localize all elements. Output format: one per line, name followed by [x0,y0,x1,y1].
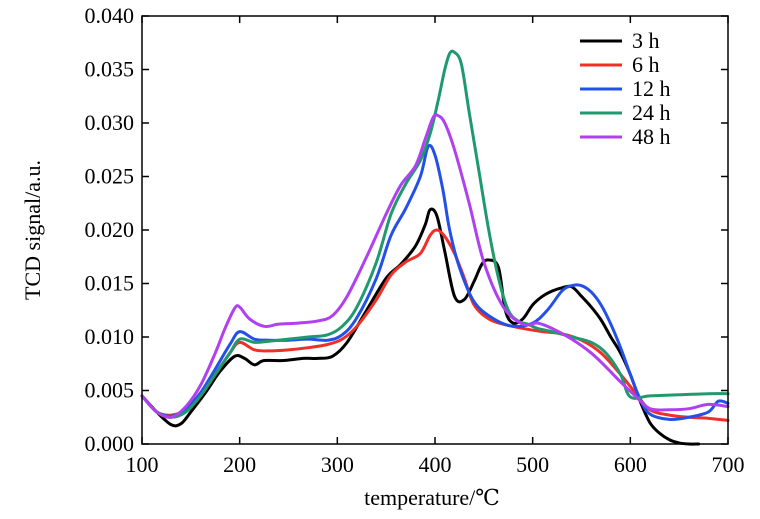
legend: 3 h6 h12 h24 h48 h [580,28,671,149]
y-axis: 0.000 0.005 0.010 0.015 0.020 0.025 0.030 0.035… [85,3,728,456]
x-tick-label: 700 [712,452,745,477]
y-axis-label: TCD signal/a.u. [20,160,45,300]
y-tick-label: 0.035 [85,57,135,82]
y-tick-label: 0.030 [85,110,135,135]
x-tick-label: 200 [223,452,256,477]
y-tick-label: 0.025 [85,164,135,189]
y-tick-label: 0.040 [85,3,135,28]
x-tick-label: 300 [321,452,354,477]
series-line-3 [140,143,730,422]
y-tick-label: 0.010 [85,324,135,349]
legend-label: 24 h [632,100,671,125]
x-axis: 100 200 300 400 500 600 700 [126,16,745,477]
x-tick-label: 500 [516,452,549,477]
legend-label: 6 h [632,52,660,77]
legend-label: 12 h [632,76,671,101]
plot-lines [140,49,730,446]
legend-label: 48 h [632,124,671,149]
x-tick-label: 600 [614,452,647,477]
series-line-5 [140,113,730,419]
y-tick-label: 0.005 [85,378,135,403]
series-line-2 [140,228,730,422]
legend-label: 3 h [632,28,660,53]
x-tick-label: 400 [419,452,452,477]
x-axis-label: temperature/℃ [364,485,500,510]
y-tick-label: 0.020 [85,217,135,242]
series-line-1 [140,207,701,446]
y-tick-label: 0.000 [85,431,135,456]
y-tick-label: 0.015 [85,271,135,296]
series-line-4 [140,49,730,419]
x-tick-label: 100 [126,452,159,477]
